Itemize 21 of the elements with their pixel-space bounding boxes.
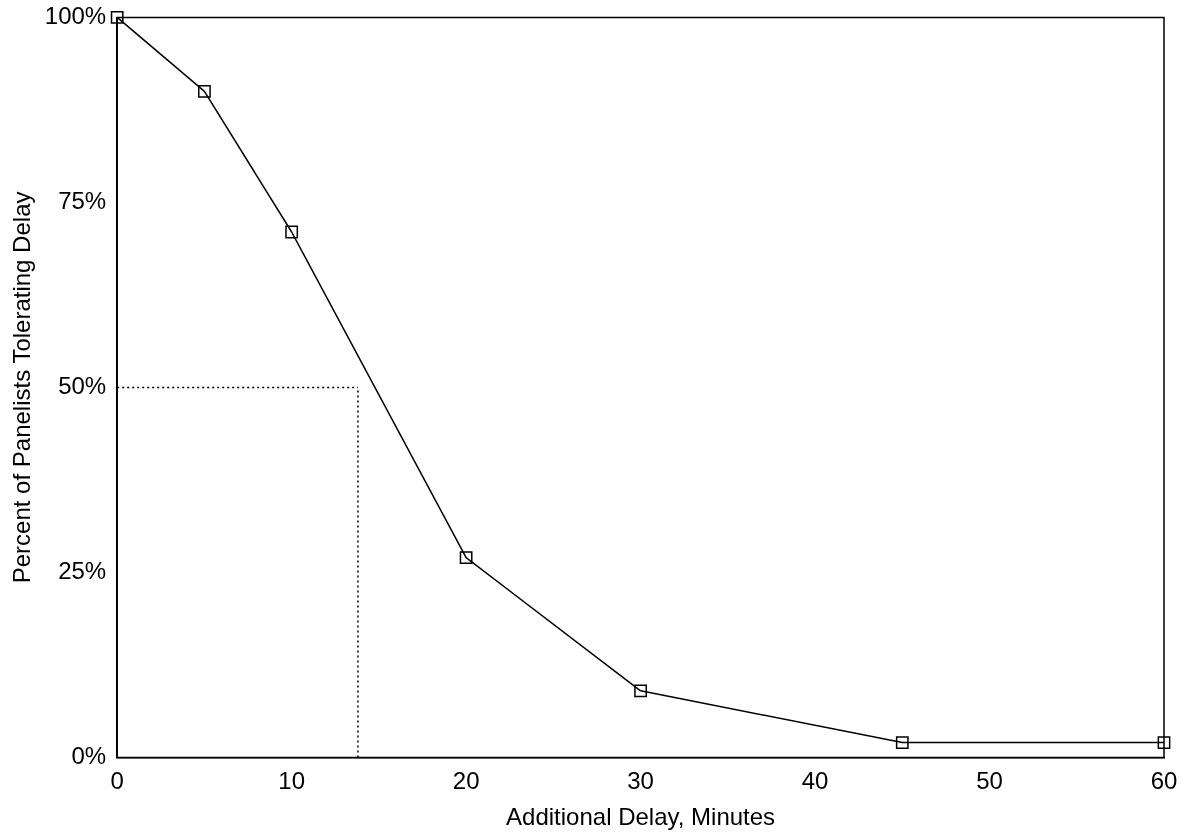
y-tick-label: 25% (58, 557, 107, 585)
y-tick-label: 50% (58, 372, 107, 400)
y-axis-title: Percent of Panelists Tolerating Delay (8, 191, 36, 584)
point (1157, 736, 1171, 750)
point (459, 551, 473, 565)
point (895, 736, 909, 750)
x-axis-title: Additional Delay, Minutes (506, 803, 776, 831)
x-tick-label: 40 (801, 767, 829, 795)
y-tick-label: 75% (58, 187, 107, 215)
x-tick-label: 50 (976, 767, 1003, 795)
y-tick-label: 100% (44, 2, 107, 30)
point (634, 684, 647, 698)
y-tick-label: 0% (71, 742, 107, 770)
x-tick-label: 60 (1150, 767, 1178, 795)
x-tick-label: 0 (110, 767, 124, 795)
x-tick-label: 30 (627, 767, 654, 795)
x-tick-label: 10 (278, 767, 305, 795)
point (110, 10, 124, 24)
x-tick-label: 20 (452, 767, 480, 795)
point (285, 225, 299, 239)
point (198, 84, 211, 98)
